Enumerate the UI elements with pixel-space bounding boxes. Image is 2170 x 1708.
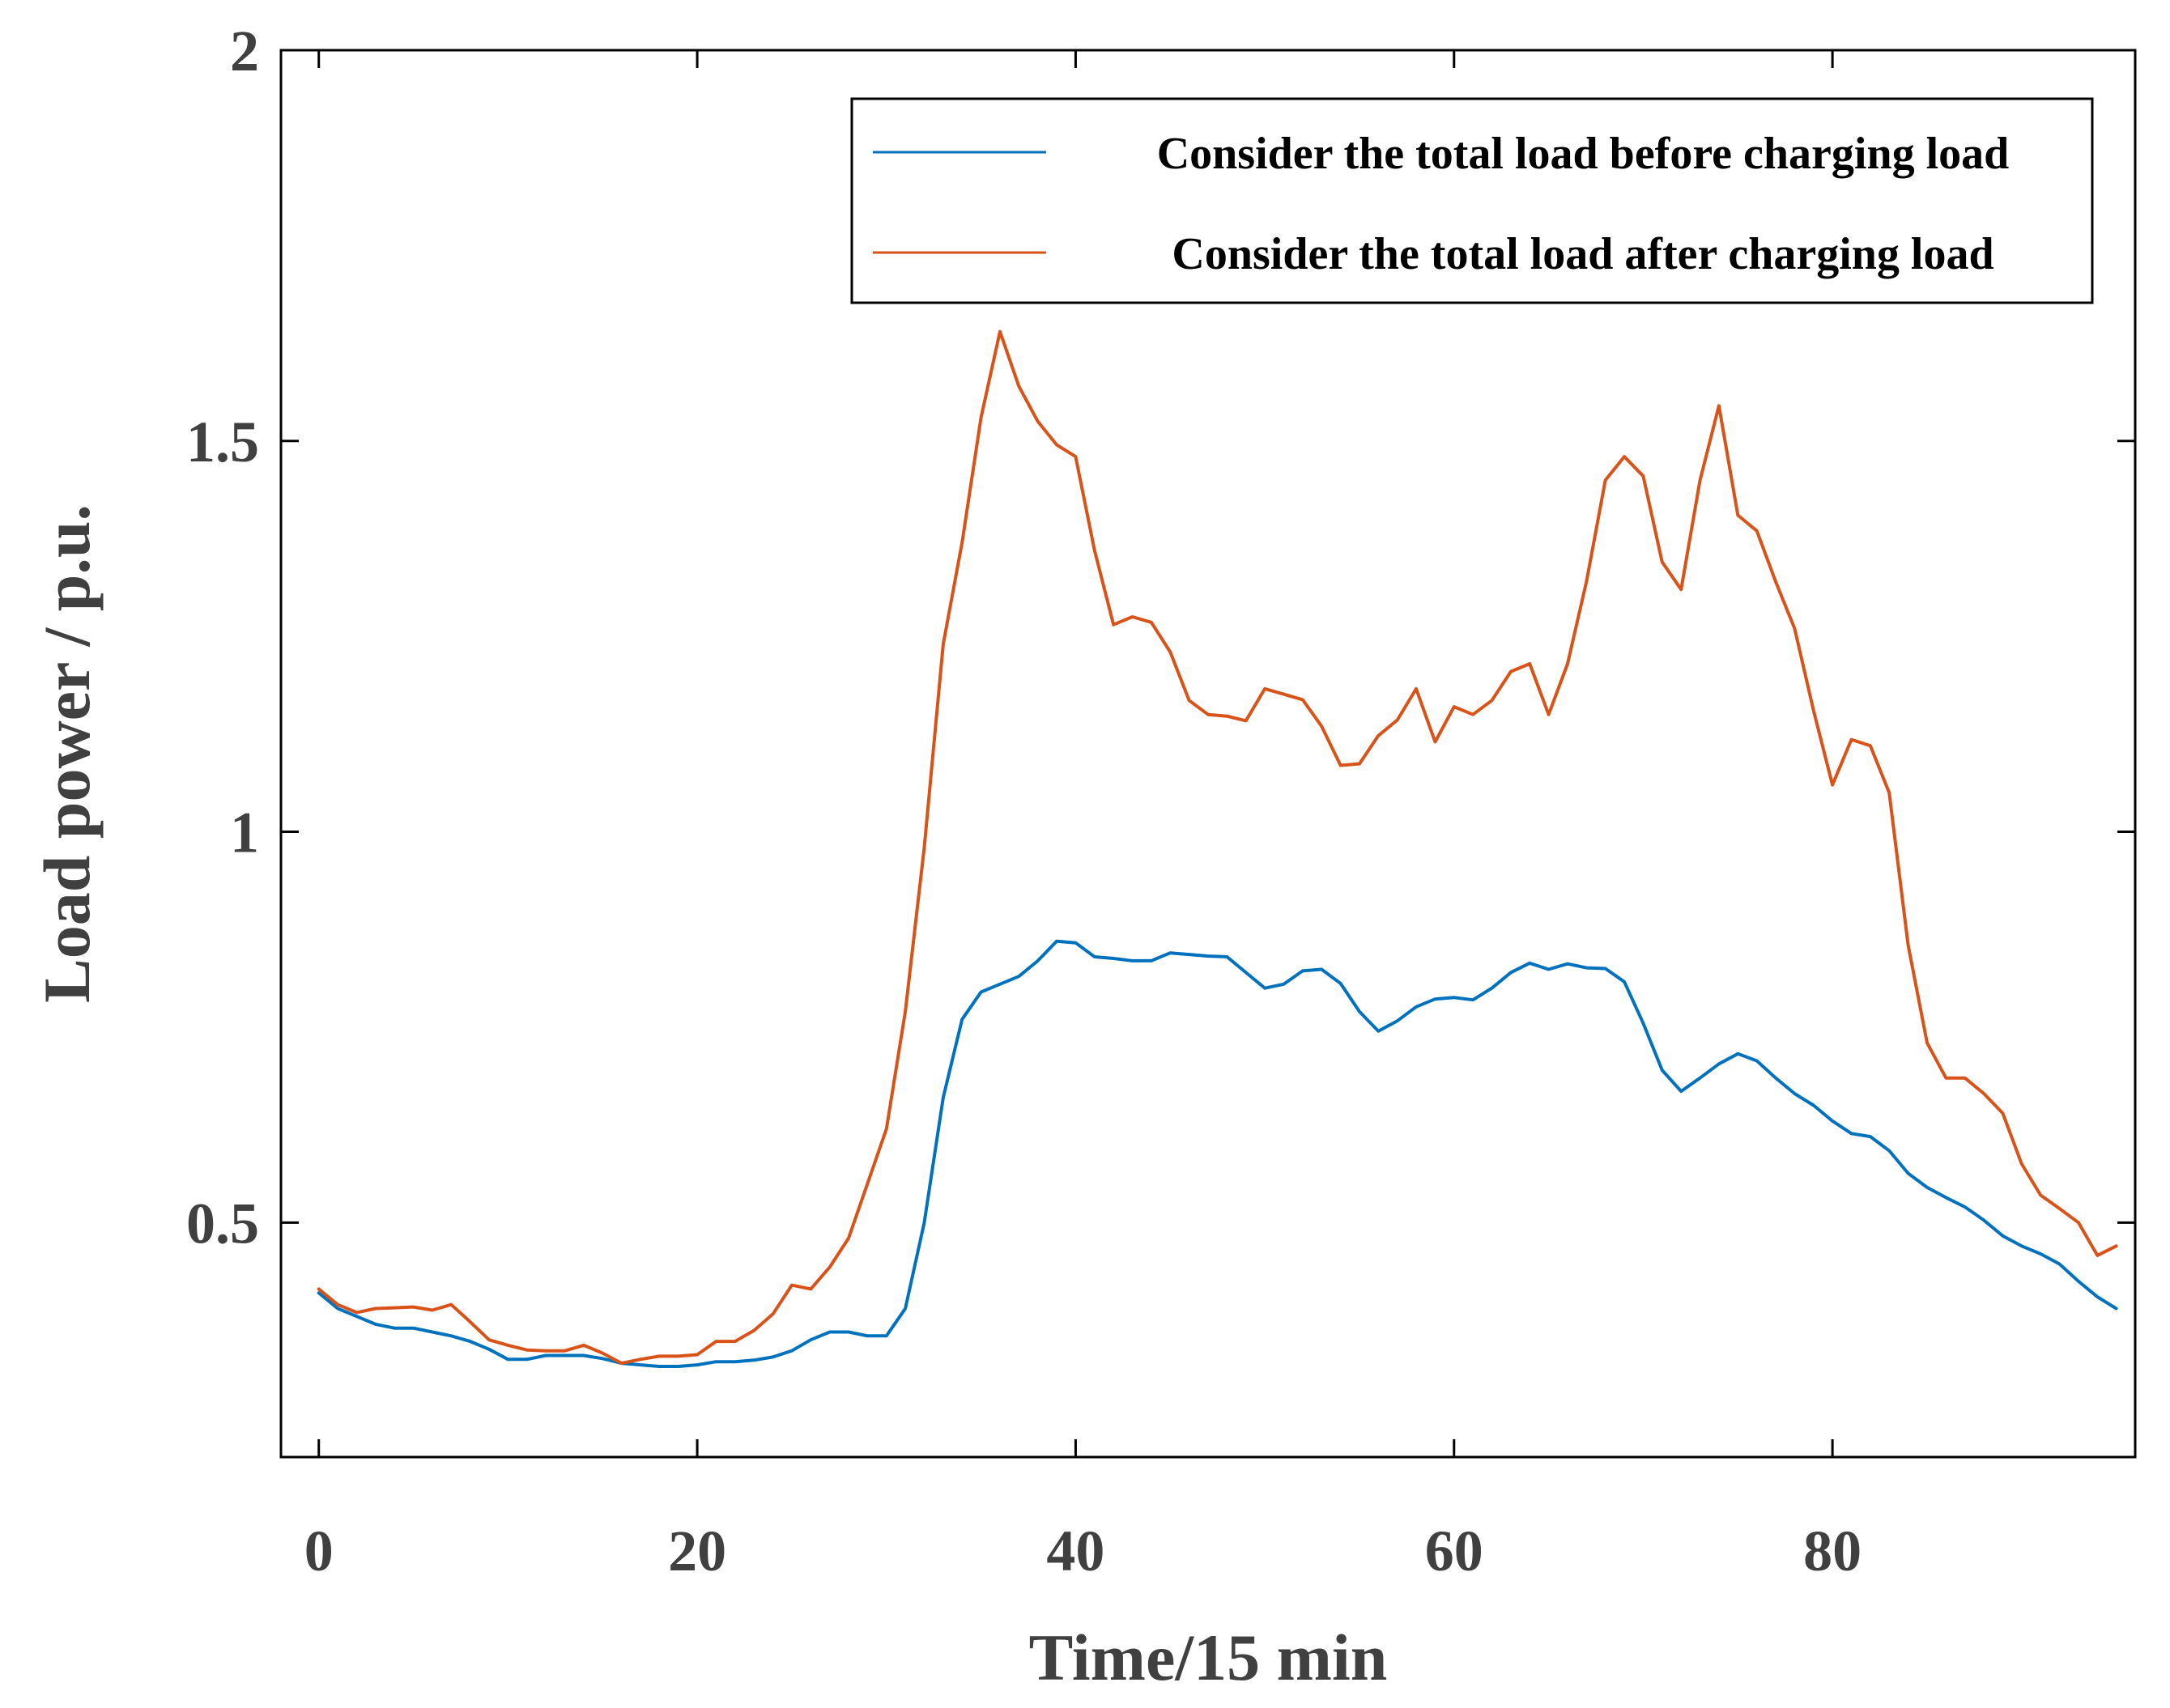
series-line-after-charging [317,329,2118,1366]
axis-layer: 0 20 40 60 80 0.5 1 1.5 2 [186,19,2135,1583]
y-axis-title: Load power / p.u. [30,504,104,1003]
legend: Consider the total load before charging … [850,97,2094,304]
y-tick-label: 0.5 [186,1191,259,1256]
x-tick-label: 60 [1425,1519,1483,1583]
legend-box [850,97,2094,304]
x-tick-label: 20 [668,1519,726,1583]
legend-label-after-charging: Consider the total load after charging l… [1172,229,1993,279]
x-tick-label: 80 [1803,1519,1862,1583]
legend-label-before-charging: Consider the total load before charging … [1157,129,2010,179]
y-tick-label: 1 [230,801,259,865]
x-axis-title: Time/15 min [1029,1621,1388,1694]
plot-frame [279,49,2137,1459]
y-tick-label: 2 [230,19,259,83]
y-tick-label: 1.5 [186,410,259,474]
x-tick-label: 40 [1046,1519,1104,1583]
x-tick-label: 0 [304,1519,334,1583]
series-layer [317,329,2118,1368]
